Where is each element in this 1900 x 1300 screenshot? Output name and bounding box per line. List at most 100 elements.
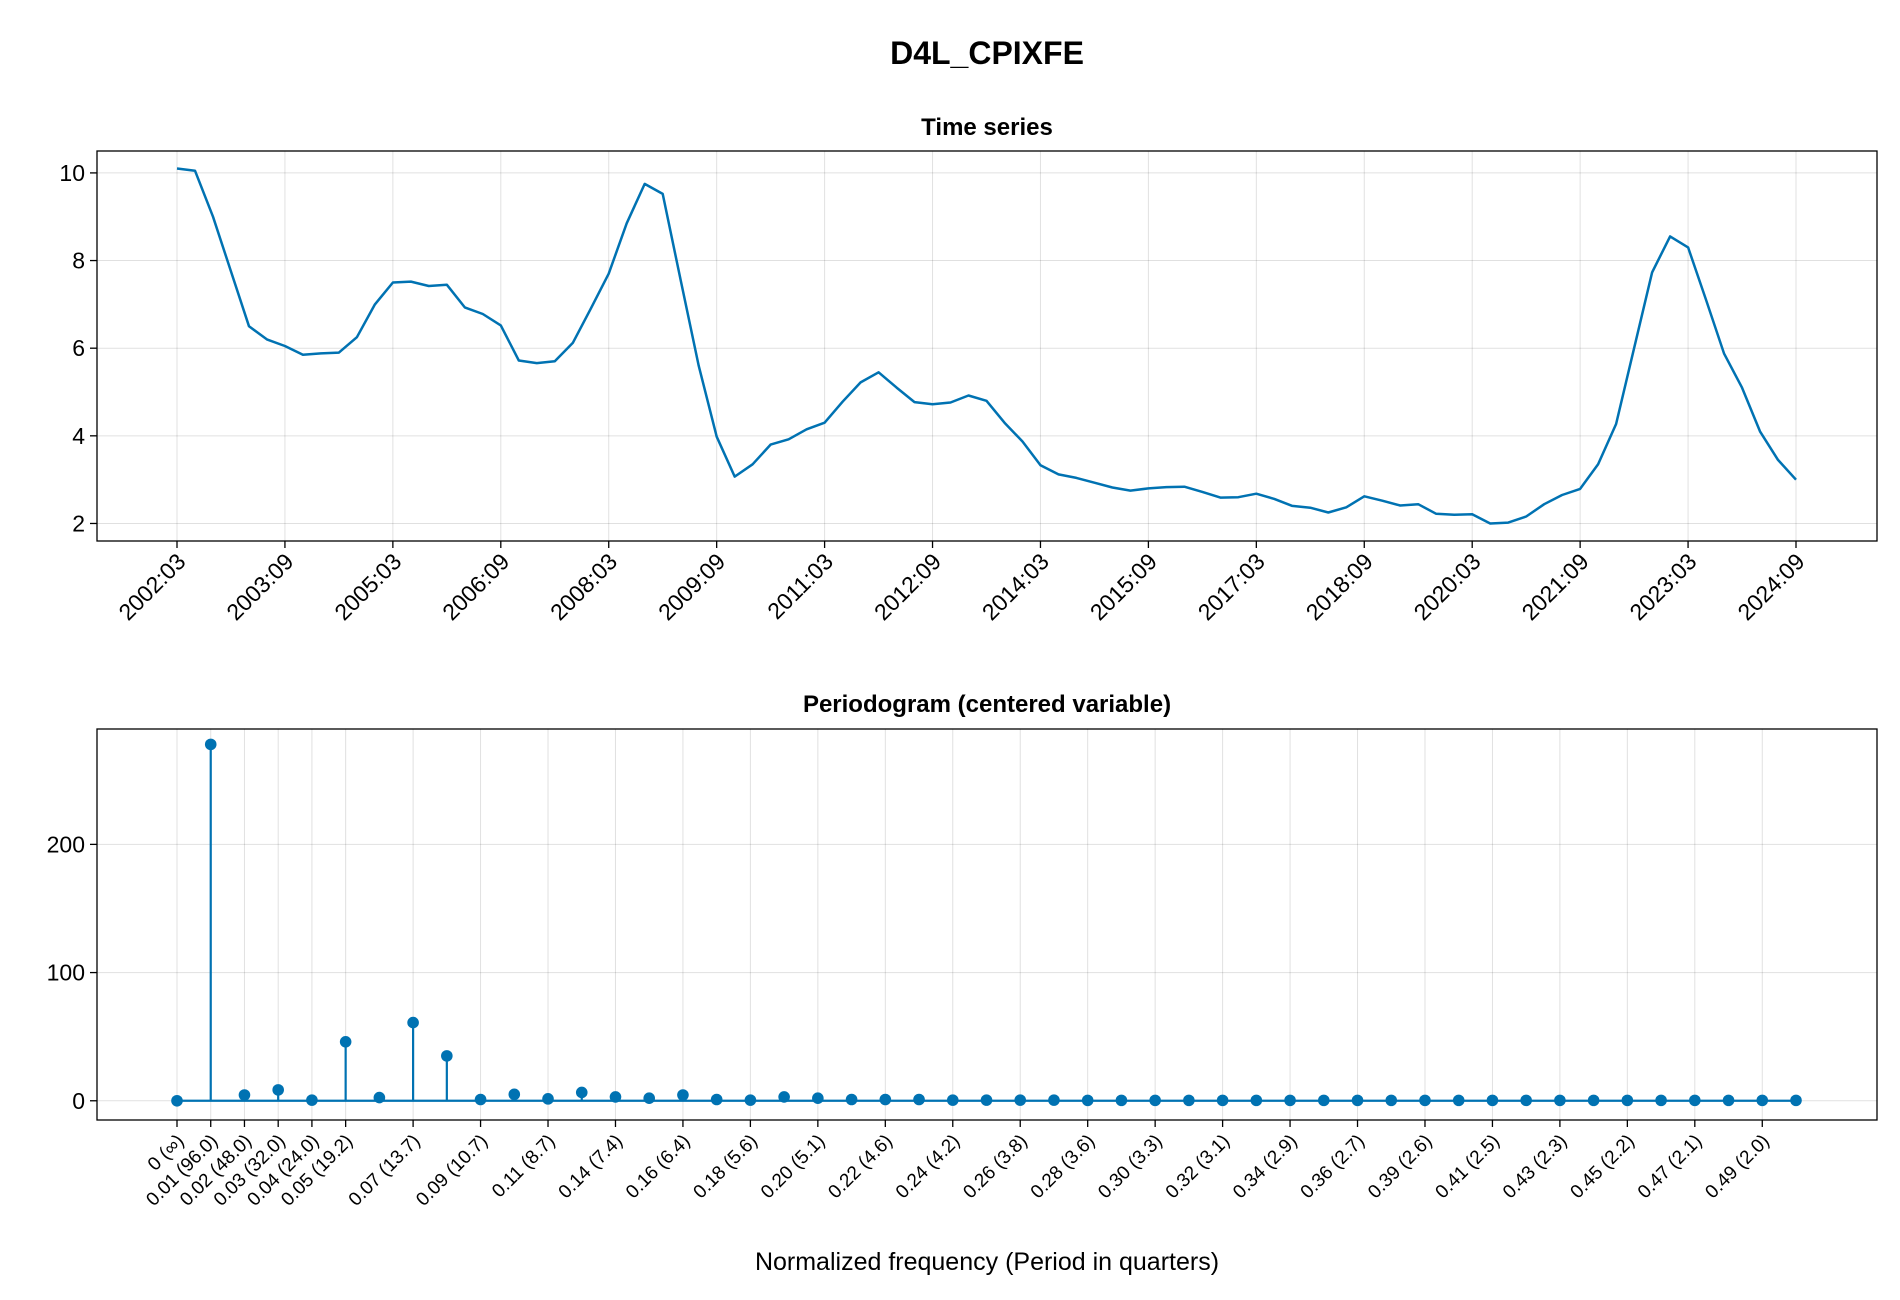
pg-stem-marker [1149, 1094, 1161, 1107]
ts-x-tick-label: 2003:09 [221, 548, 298, 625]
pg-stem-marker [1250, 1094, 1263, 1107]
pg-stem-marker [306, 1094, 318, 1106]
ts-x-tick-label: 2012:09 [869, 548, 946, 625]
pg-x-tick-label: 0.43 (2.3) [1499, 1131, 1571, 1203]
pg-stem-marker [609, 1091, 622, 1103]
pg-x-tick-label: 0.39 (2.6) [1364, 1131, 1436, 1203]
pg-stem-marker [1317, 1094, 1330, 1107]
pg-stem-marker [1756, 1094, 1769, 1107]
pg-x-tick-label: 0.28 (3.6) [1027, 1131, 1099, 1203]
pg-stem-marker [1790, 1094, 1802, 1107]
pg-x-tick-label: 0.47 (2.1) [1634, 1131, 1706, 1203]
pg-stem-marker [812, 1092, 824, 1105]
pg-stem-marker [542, 1093, 554, 1105]
ts-y-tick-label: 10 [59, 160, 85, 186]
ts-x-tick-label: 2002:03 [113, 548, 190, 625]
pg-x-tick-label: 0.22 (4.6) [824, 1131, 896, 1203]
pg-stem-marker [575, 1086, 588, 1099]
ts-x-tick-label: 2005:03 [329, 548, 406, 625]
pg-stem-marker [508, 1088, 521, 1101]
pg-stem-marker [845, 1093, 858, 1106]
pg-stem-marker [677, 1089, 689, 1101]
pg-stem-marker [171, 1094, 183, 1107]
pg-x-tick-label: 0.14 (7.4) [555, 1131, 627, 1203]
pg-stem-marker [1183, 1094, 1195, 1107]
pg-stem-marker [1048, 1094, 1060, 1106]
ts-x-tick-label: 2020:03 [1409, 548, 1486, 625]
pg-x-tick-label: 0.24 (4.2) [892, 1131, 964, 1203]
pg-stem-marker [778, 1091, 790, 1103]
pg-x-tick-label: 0.49 (2.0) [1701, 1131, 1773, 1203]
pg-stem-marker [1115, 1094, 1128, 1107]
pg-stem-marker [1452, 1094, 1465, 1107]
pg-stem-marker [1486, 1094, 1499, 1107]
pg-stem-marker [1351, 1094, 1364, 1107]
pg-stem-marker [913, 1093, 925, 1106]
pg-stem-marker [980, 1094, 993, 1106]
pg-x-tick-label: 0.09 (10.7) [412, 1131, 492, 1211]
time-series-panel: 2 4 6 8 10 2002:03 2003:09 2005:03 2006:09 2008:0… [59, 150, 1878, 625]
pg-stem-marker [1722, 1094, 1735, 1107]
ts-y-tick-label: 8 [72, 248, 85, 274]
pg-stem-marker [238, 1089, 251, 1101]
ts-y-tick-label: 6 [72, 335, 85, 361]
ts-x-tick-label: 2018:09 [1301, 548, 1378, 625]
pg-stem-marker [339, 1036, 352, 1048]
ts-plot-frame [96, 150, 1878, 542]
pg-stem-marker [1284, 1094, 1296, 1107]
periodogram-x-axis-label: Normalized frequency (Period in quarters… [755, 1248, 1219, 1276]
pg-x-tick-label: 0.26 (3.8) [959, 1131, 1031, 1203]
pg-stem-marker [441, 1050, 453, 1062]
pg-stem-marker [204, 738, 217, 751]
pg-stem-marker [1621, 1094, 1634, 1107]
ts-x-tick-label: 2021:09 [1516, 548, 1593, 625]
pg-x-tick-label: 0.41 (2.5) [1432, 1131, 1504, 1203]
pg-x-tick-label: 0.30 (3.3) [1094, 1131, 1166, 1203]
ts-y-tick-label: 2 [72, 510, 85, 536]
pg-y-tick-label: 100 [47, 960, 85, 986]
pg-x-tick-label: 0.36 (2.7) [1297, 1131, 1369, 1203]
ts-x-tick-label: 2015:09 [1085, 548, 1162, 625]
pg-x-tick-label: 0.32 (3.1) [1162, 1131, 1234, 1203]
time-series-title: Time series [921, 114, 1053, 141]
pg-stem-marker [1081, 1094, 1094, 1107]
pg-stem-marker [1554, 1094, 1566, 1107]
ts-x-tick-label: 2011:03 [762, 548, 838, 624]
pg-stem-marker [1014, 1094, 1027, 1106]
pg-stem-marker [272, 1084, 284, 1096]
pg-stem-marker [1587, 1094, 1600, 1107]
pg-stem-marker [407, 1016, 419, 1029]
pg-stem-marker [744, 1094, 757, 1106]
figure-title: D4L_CPIXFE [890, 35, 1084, 71]
ts-x-tick-label: 2017:03 [1193, 548, 1270, 625]
pg-x-tick-label: 0.16 (6.4) [622, 1131, 694, 1203]
pg-stem-marker [1520, 1094, 1532, 1107]
ts-x-tick-label: 2006:09 [437, 548, 514, 625]
pg-stem-marker [879, 1093, 892, 1106]
pg-stem-marker [710, 1093, 723, 1106]
pg-stem-marker [474, 1093, 487, 1106]
pg-stem-marker [1216, 1094, 1229, 1107]
pg-stem-marker [1419, 1094, 1431, 1107]
pg-stem-marker [946, 1094, 959, 1106]
pg-stem-marker [643, 1092, 656, 1105]
pg-stem-marker [1655, 1094, 1667, 1107]
pg-x-tick-label: 0.34 (2.9) [1229, 1131, 1301, 1203]
pg-plot-frame [96, 728, 1878, 1121]
ts-x-tick-label: 2024:09 [1732, 548, 1809, 625]
ts-x-tick-label: 2009:09 [653, 548, 730, 625]
pg-stem-marker [1385, 1094, 1398, 1107]
pg-x-tick-label: 0.07 (13.7) [345, 1131, 425, 1211]
ts-x-tick-label: 2008:03 [545, 548, 622, 625]
ts-x-tick-label: 2023:03 [1624, 548, 1701, 625]
pg-x-tick-label: 0.45 (2.2) [1567, 1131, 1639, 1203]
pg-stem-marker [1689, 1094, 1701, 1107]
ts-series-line [176, 167, 1797, 525]
pg-stem-marker [373, 1091, 386, 1104]
periodogram-title: Periodogram (centered variable) [803, 691, 1171, 718]
pg-x-tick-label: 0.18 (5.6) [690, 1131, 762, 1203]
pg-x-tick-label: 0.11 (8.7) [488, 1131, 559, 1202]
pg-y-tick-label: 200 [47, 831, 85, 857]
